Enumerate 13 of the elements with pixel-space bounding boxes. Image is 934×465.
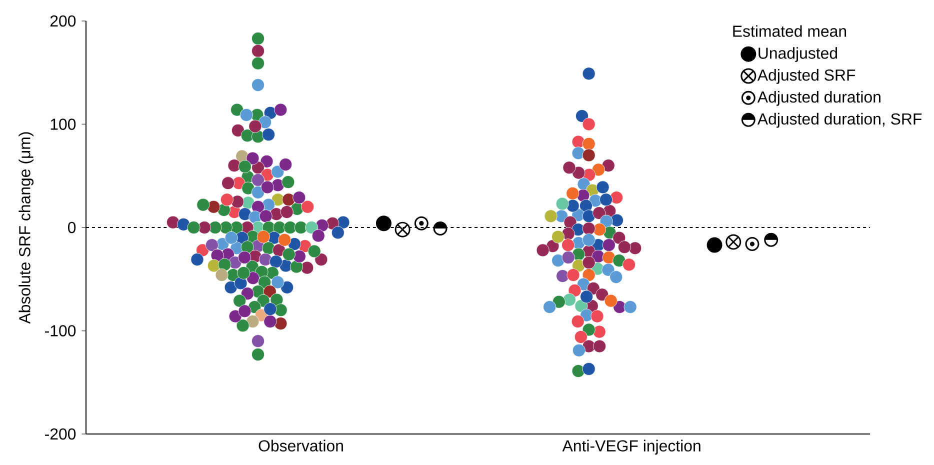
y-tick-label: 0 xyxy=(68,222,76,234)
legend-label: Adjusted duration xyxy=(757,90,880,106)
legend-label: Unadjusted xyxy=(758,47,838,62)
y-tick-label: 100 xyxy=(50,118,76,130)
y-tick-label: 200 xyxy=(50,15,76,27)
x-tick-label: Anti-VEGF injection xyxy=(562,440,700,455)
y-axis-title: Absolute SRF change (μm) xyxy=(18,132,34,324)
y-tick-label: -200 xyxy=(45,428,76,440)
legend-label: Adjusted duration, SRF xyxy=(757,112,922,128)
x-tick-label: Observation xyxy=(258,440,343,452)
y-tick-label: -100 xyxy=(45,325,76,336)
legend-label: Adjusted SRF xyxy=(757,69,856,84)
legend-title: Estimated mean xyxy=(733,25,846,37)
